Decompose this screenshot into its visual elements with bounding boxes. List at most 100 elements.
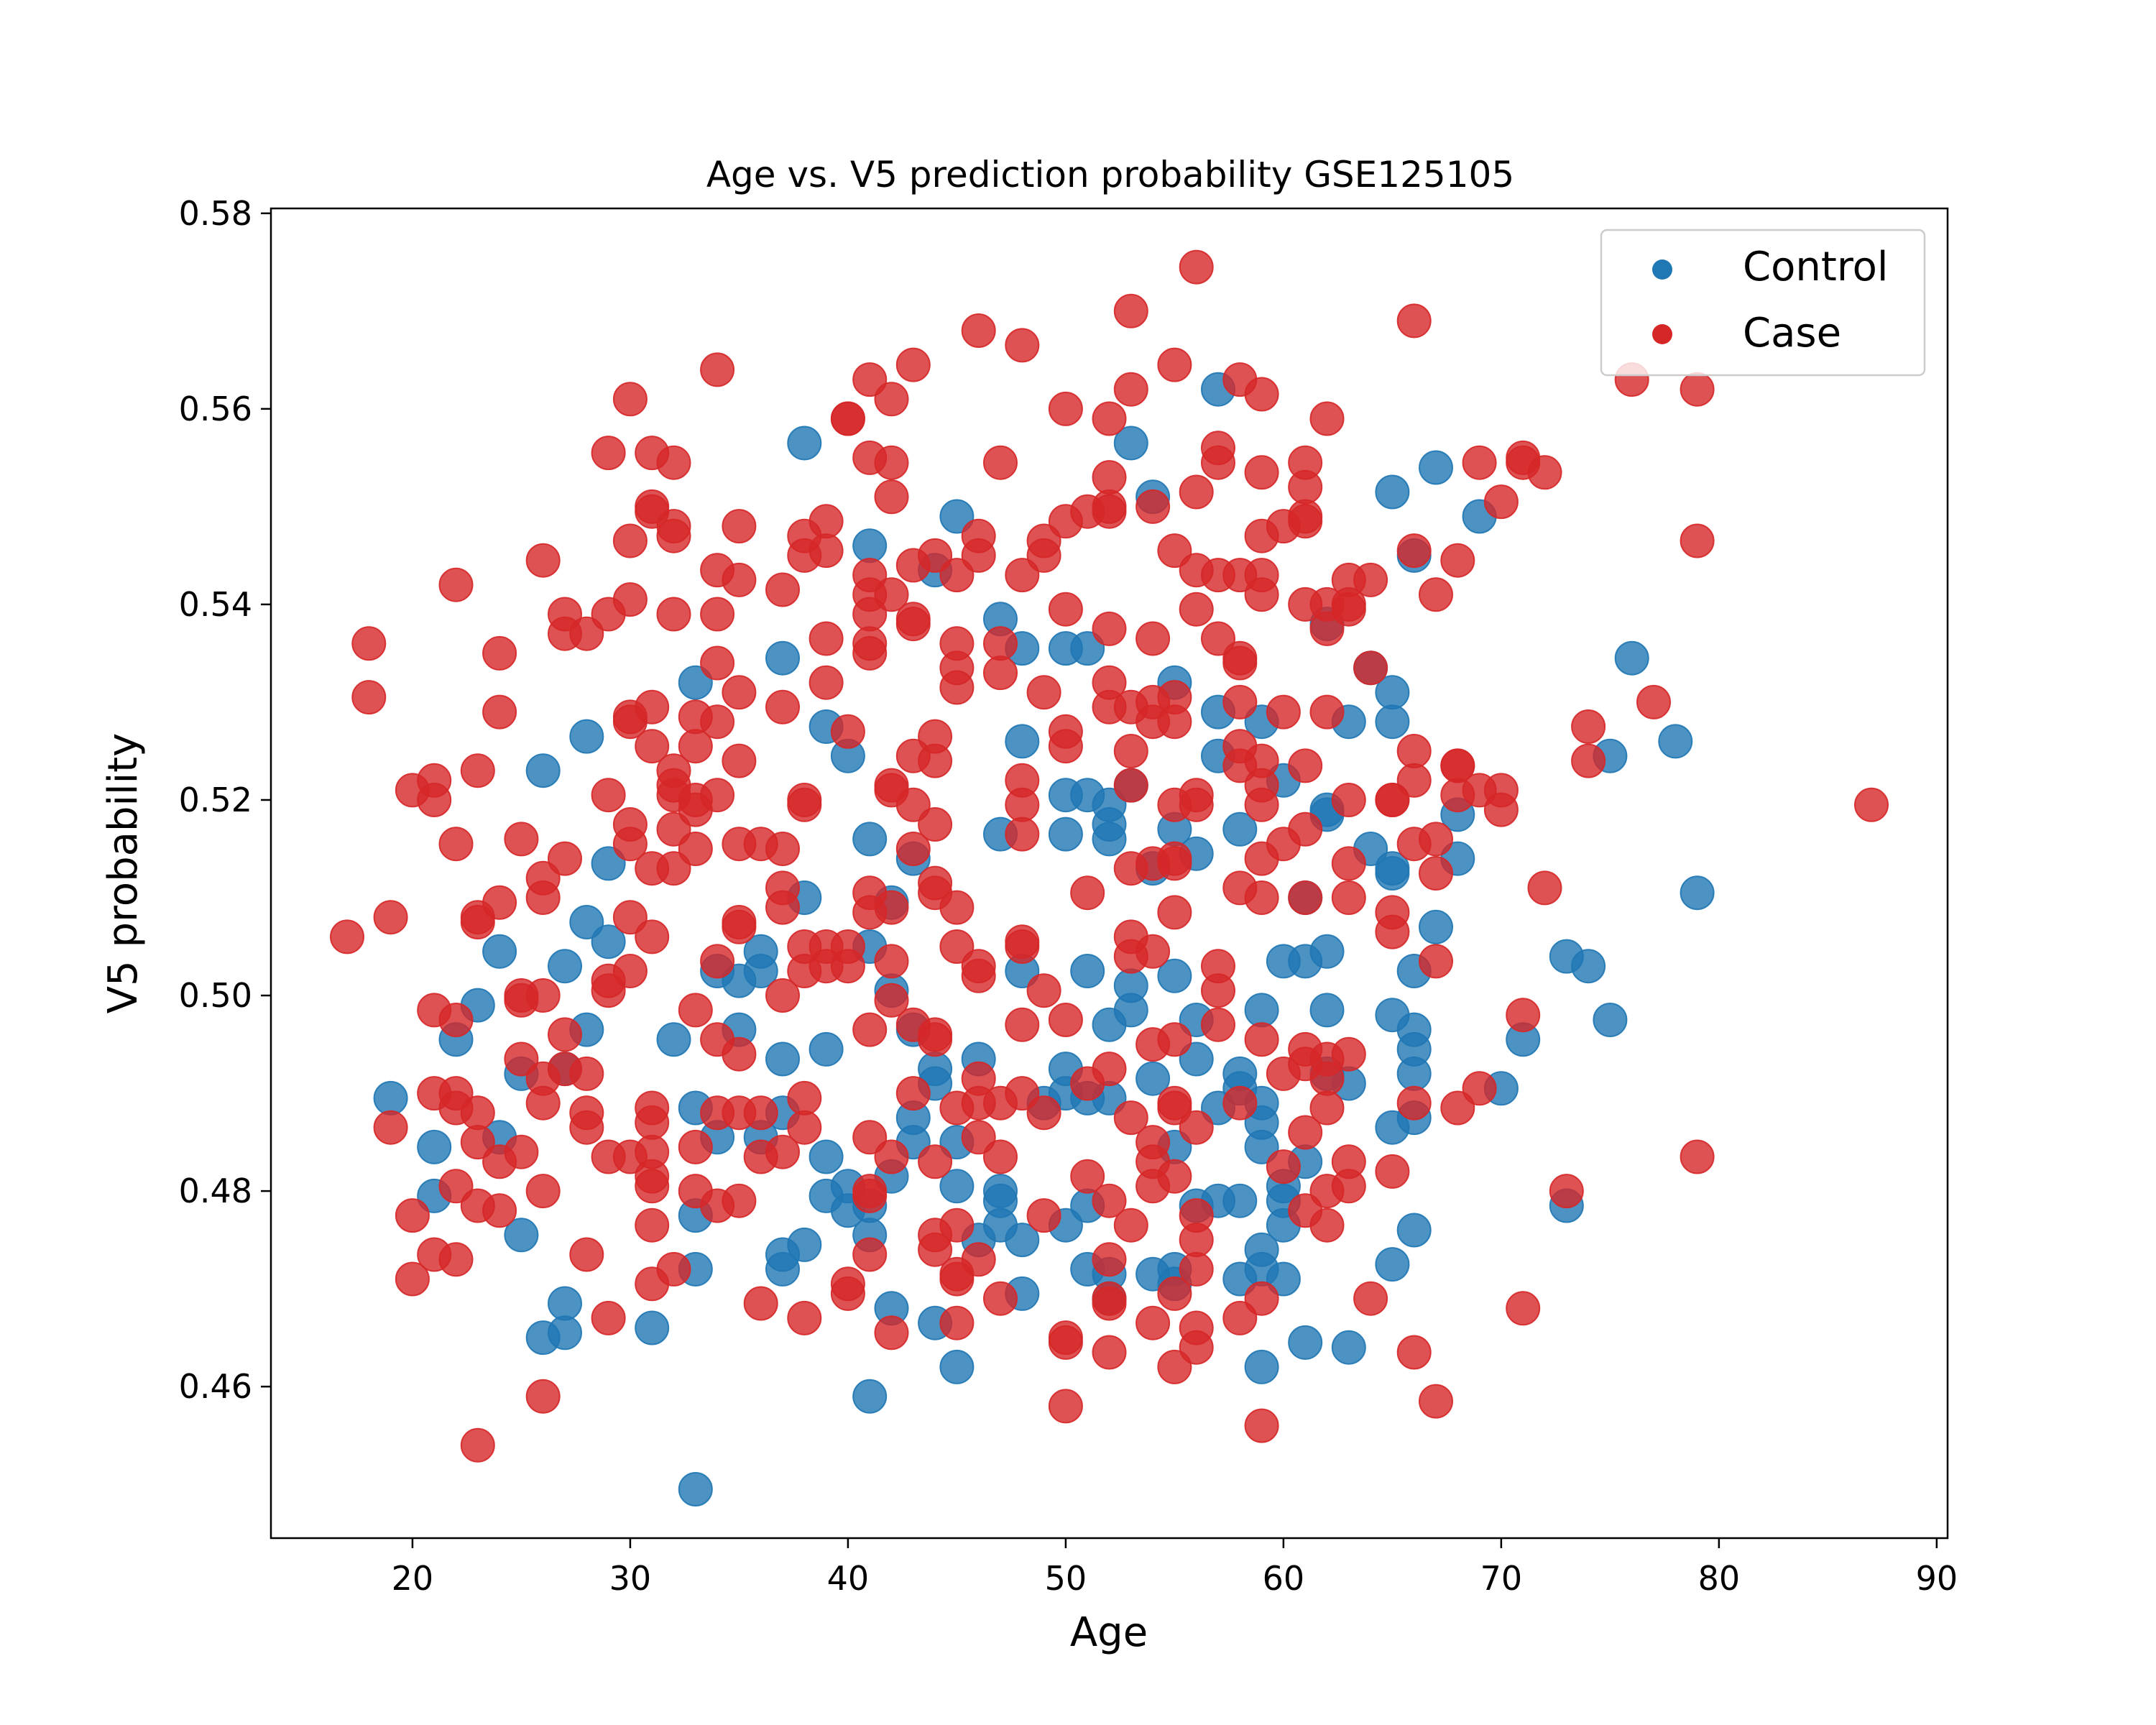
point-case [438, 1169, 474, 1204]
point-control [656, 1022, 691, 1057]
point-case [787, 1110, 822, 1145]
point-case [787, 787, 822, 822]
chart-title: Age vs. V5 prediction probability GSE125… [706, 154, 1514, 196]
point-case [525, 860, 561, 896]
point-control [765, 640, 800, 676]
point-control [765, 1041, 800, 1077]
point-case [1419, 944, 1453, 979]
point-control [1092, 787, 1127, 822]
point-case [1179, 474, 1214, 510]
point-case [808, 504, 844, 539]
point-case [482, 635, 517, 671]
point-case [1179, 1198, 1214, 1233]
point-case [525, 978, 561, 1013]
point-case [1571, 709, 1606, 744]
x-tick-label: 50 [1045, 1559, 1087, 1598]
point-case [874, 479, 909, 515]
point-case [743, 1286, 778, 1321]
point-case [1048, 714, 1083, 749]
point-case [1005, 1076, 1040, 1111]
point-case [1309, 1090, 1345, 1126]
point-case [1288, 880, 1323, 915]
point-case [460, 1095, 495, 1131]
point-control [1331, 1330, 1366, 1365]
point-control [548, 1315, 582, 1351]
point-case [961, 1242, 996, 1277]
point-case [351, 626, 387, 661]
point-control [1070, 954, 1105, 988]
point-case [700, 778, 735, 813]
point-case [918, 807, 953, 842]
x-tick-label: 30 [609, 1559, 652, 1598]
point-case [1157, 1085, 1192, 1121]
x-tick-label: 40 [827, 1559, 870, 1598]
point-case [373, 1110, 408, 1145]
point-case [1113, 1208, 1148, 1243]
point-case [1462, 1071, 1497, 1106]
point-case [591, 778, 626, 813]
point-case [1048, 1389, 1083, 1424]
point-case [808, 533, 844, 569]
point-case [460, 753, 495, 788]
point-case [525, 543, 561, 578]
point-case [1483, 484, 1519, 520]
point-case [1266, 1149, 1301, 1184]
point-case [417, 763, 452, 798]
point-control [1244, 1349, 1279, 1384]
point-control [1266, 1261, 1301, 1297]
point-case [1026, 1198, 1061, 1233]
point-case [1419, 577, 1453, 612]
point-case [1005, 816, 1040, 852]
legend-marker-case [1652, 324, 1672, 344]
point-case [918, 865, 953, 901]
point-case [765, 832, 800, 866]
y-axis-label: V5 probability [100, 733, 147, 1014]
point-case [1571, 743, 1606, 778]
point-case [678, 832, 713, 866]
point-case [787, 1080, 822, 1116]
point-control [525, 753, 561, 788]
point-control [1375, 704, 1410, 740]
point-case [983, 656, 1018, 691]
point-case [1092, 1335, 1127, 1370]
point-control [569, 905, 604, 939]
point-case [1048, 1003, 1083, 1037]
point-case [918, 1017, 953, 1052]
point-case [1179, 1310, 1214, 1346]
point-case [1244, 455, 1279, 490]
point-case [722, 509, 757, 544]
point-control [1396, 1213, 1432, 1248]
point-case [1527, 455, 1562, 490]
point-case [1331, 1144, 1366, 1179]
point-case [1201, 949, 1235, 984]
point-case [504, 1134, 539, 1169]
point-control [1005, 1223, 1040, 1258]
point-case [438, 567, 474, 602]
y-tick-label: 0.50 [179, 976, 252, 1015]
point-case [787, 1300, 822, 1335]
point-case [961, 949, 996, 984]
point-control [1005, 724, 1040, 759]
point-control [1375, 474, 1410, 510]
point-case [373, 900, 408, 935]
point-case [1048, 592, 1083, 627]
point-case [1288, 1115, 1323, 1150]
y-axis: 0.46 0.48 0.50 0.52 0.54 0.56 0.58 [179, 194, 271, 1406]
point-case [1179, 1251, 1214, 1287]
point-case [700, 704, 735, 740]
point-case [635, 489, 670, 524]
y-tick-label: 0.54 [179, 585, 252, 624]
point-case [874, 445, 909, 480]
point-case [678, 1129, 713, 1164]
point-control [635, 1310, 670, 1346]
point-case [983, 1139, 1018, 1174]
point-case [612, 582, 648, 617]
point-case [438, 1003, 474, 1037]
point-control [743, 954, 778, 988]
point-case [874, 944, 909, 979]
point-case [895, 1076, 931, 1111]
point-case [1135, 934, 1171, 969]
point-control [1070, 631, 1105, 666]
point-case [1396, 303, 1432, 339]
